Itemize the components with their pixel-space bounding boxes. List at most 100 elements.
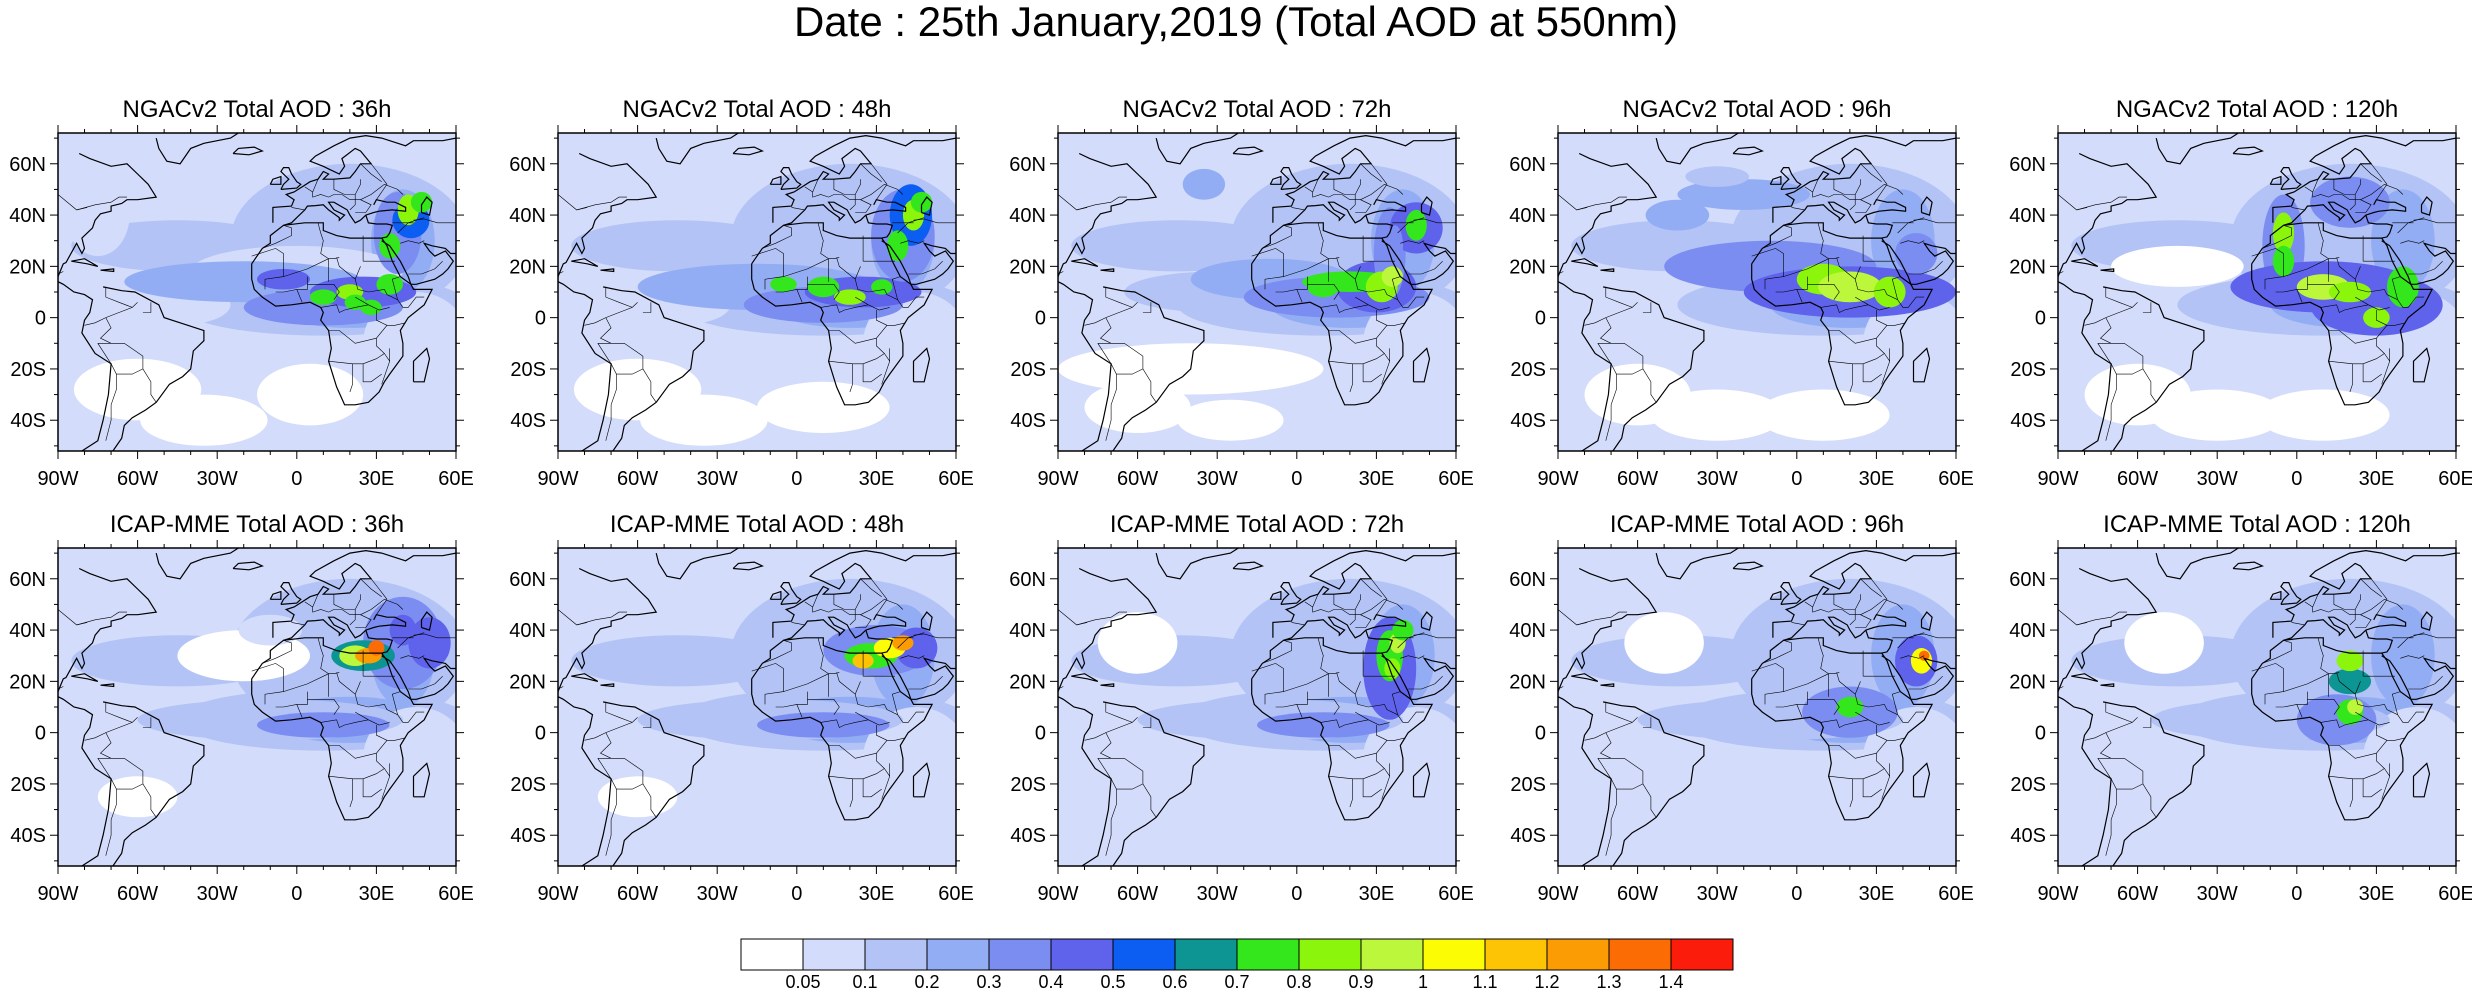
country-border (275, 276, 308, 293)
coastline (2058, 152, 2158, 277)
country-border (1142, 302, 1152, 313)
country-border (812, 594, 861, 615)
country-border (854, 266, 861, 280)
aod-contour-region (1363, 707, 1456, 810)
map-panel: ICAP-MME Total AOD : 72h 90W 60W 30W 0 30E 60E… (1009, 511, 1474, 905)
aod-contour-region (871, 279, 893, 295)
country-border (1642, 302, 1652, 313)
panel-title: ICAP-MME Total AOD : 96h (1609, 511, 1905, 538)
coastline (1102, 701, 1205, 866)
coastline (2102, 701, 2205, 866)
coastline (1100, 683, 1115, 688)
country-border (97, 343, 112, 364)
coastline (1600, 683, 1615, 688)
country-border (1307, 284, 1340, 300)
aod-contour-region (2111, 245, 2244, 287)
country-border (2397, 296, 2425, 308)
country-border (1642, 717, 1652, 728)
country-border (1354, 681, 1361, 695)
country-border (1913, 633, 1956, 639)
country-border (2333, 594, 2361, 610)
coastline (865, 629, 894, 654)
country-border (355, 199, 372, 213)
aod-contour-region (2371, 604, 2435, 707)
country-border (328, 775, 353, 808)
country-border (783, 673, 829, 692)
country-border (2400, 240, 2425, 244)
country-border (599, 732, 612, 759)
coastline (912, 762, 931, 798)
lon-tick-label: 0 (1291, 883, 1302, 905)
country-border (352, 768, 390, 780)
panel-title: ICAP-MME Total AOD : 120h (2103, 511, 2411, 538)
aod-contour-region (571, 220, 784, 272)
country-border (320, 719, 369, 728)
country-border (304, 601, 313, 608)
country-border (2352, 353, 2390, 365)
coastline (1865, 629, 1894, 654)
country-border (913, 218, 956, 224)
aod-contour-region (1873, 276, 1906, 308)
country-border (1251, 248, 1284, 290)
coastline (100, 683, 115, 688)
country-border (1597, 343, 1612, 364)
aod-contour-region (2111, 809, 2430, 861)
colorbar-label: 0.3 (976, 972, 1002, 992)
country-border (1849, 609, 1856, 626)
country-border (1099, 732, 1112, 759)
map-panel: NGACv2 Total AOD : 96h 90W 60W 30W 0 30E 60E 60… (1509, 96, 1974, 490)
lon-tick-label: 90W (2037, 468, 2078, 490)
country-border (616, 368, 644, 375)
country-border (1142, 717, 1152, 728)
lon-tick-label: 90W (1037, 468, 1078, 490)
aod-contour-region (257, 363, 364, 426)
coastline (1420, 196, 1433, 216)
country-border (597, 758, 657, 818)
country-border (860, 578, 882, 597)
country-border (1328, 360, 1353, 393)
coastline (420, 196, 433, 216)
country-border (400, 655, 425, 659)
country-border (642, 717, 652, 728)
country-border (1391, 276, 1401, 300)
country-border (1116, 783, 1144, 790)
country-border (1897, 217, 1925, 234)
country-border (2354, 266, 2361, 280)
coastline (412, 347, 431, 383)
coastline (1912, 762, 1931, 798)
lon-tick-label: 60W (117, 468, 158, 490)
coastline (1571, 258, 1599, 267)
country-border (807, 284, 840, 300)
coastline (58, 152, 158, 277)
lon-tick-label: 0 (1791, 468, 1802, 490)
aod-contour-region (1836, 696, 1864, 718)
aod-contour-region (111, 809, 430, 861)
colorbar-label: 1 (1417, 972, 1429, 992)
lon-tick-label: 90W (37, 468, 78, 490)
coastline (1769, 175, 1782, 185)
colorbar-label: 0.9 (1348, 972, 1374, 992)
lat-tick-label: 40S (510, 410, 546, 432)
colorbar-label: 1.1 (1472, 972, 1498, 992)
country-border (1296, 289, 1303, 303)
coastline (2155, 133, 2239, 165)
country-border (1251, 663, 1284, 705)
lat-tick-label: 20S (510, 774, 546, 796)
coastline (1772, 134, 1956, 223)
country-border (312, 179, 361, 200)
aod-contour-region (834, 289, 866, 305)
coastline (2071, 258, 2099, 267)
country-border (1812, 594, 1861, 615)
country-border (1097, 343, 1112, 364)
country-border (251, 248, 284, 290)
country-border (76, 196, 127, 211)
country-border (1283, 258, 1329, 277)
country-border (1328, 775, 1353, 808)
colorbar-label: 0.6 (1162, 972, 1188, 992)
country-border (855, 199, 872, 213)
coastline (269, 175, 282, 185)
country-border (1833, 594, 1861, 610)
country-border (105, 701, 133, 723)
country-border (1762, 225, 1792, 249)
country-border (2328, 360, 2353, 393)
